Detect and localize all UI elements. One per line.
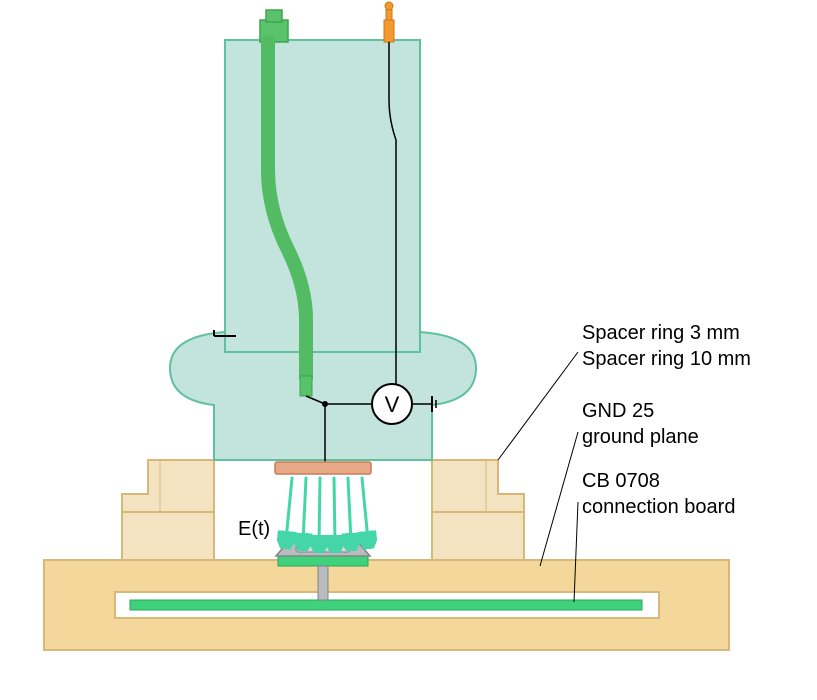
- cb-label-line2: connection board: [582, 496, 735, 519]
- diagram-canvas: V Spacer ring 3 mm Spacer ring 10 mm GND…: [0, 0, 817, 700]
- field-arrows: [286, 478, 368, 544]
- spacer-ring-left: [122, 460, 214, 560]
- dut-chip: [276, 538, 370, 556]
- spacer-ring-right: [432, 460, 524, 560]
- probe-tube: [225, 40, 420, 352]
- cb-label-line1: CB 0708: [582, 470, 660, 493]
- spacer-label-line1: Spacer ring 3 mm: [582, 322, 740, 345]
- voltmeter-symbol: V: [385, 392, 400, 417]
- orange-connector: [384, 2, 394, 42]
- efield-label: E(t): [238, 518, 270, 541]
- gnd-label-line1: GND 25: [582, 400, 654, 423]
- gnd-label-line2: ground plane: [582, 426, 699, 449]
- voltmeter: V: [372, 384, 412, 424]
- emitter-disc: [275, 462, 371, 474]
- spacer-label-line2: Spacer ring 10 mm: [582, 348, 751, 371]
